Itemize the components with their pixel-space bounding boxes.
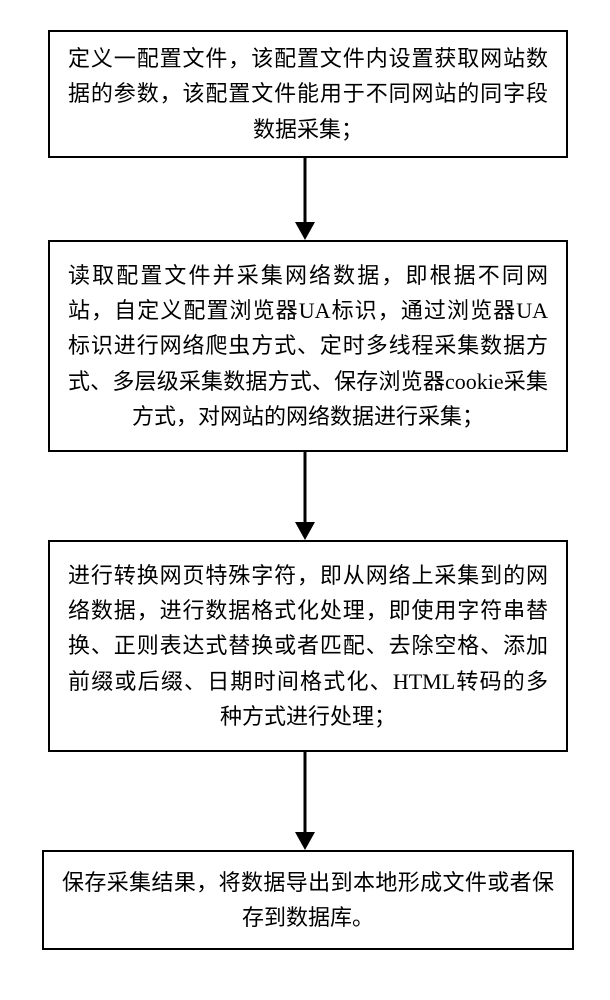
flowchart-arrow-3 [295,752,315,850]
flowchart-node-2: 读取配置文件并采集网络数据，即根据不同网站，自定义配置浏览器UA标识，通过浏览器… [48,240,568,452]
arrow-line-icon [304,158,307,222]
flowchart-node-1: 定义一配置文件，该配置文件内设置获取网站数据的参数，该配置文件能用于不同网站的同… [48,30,568,158]
flowchart-node-text-3: 进行转换网页特殊字符，即从网络上采集到的网络数据，进行数据格式化处理，即使用字符… [68,558,548,734]
arrow-head-icon [295,222,315,240]
arrow-line-icon [304,452,307,522]
arrow-line-icon [304,752,307,832]
arrow-head-icon [295,832,315,850]
flowchart-arrow-1 [295,158,315,240]
flowchart-canvas: 定义一配置文件，该配置文件内设置获取网站数据的参数，该配置文件能用于不同网站的同… [0,0,610,1000]
flowchart-node-4: 保存采集结果，将数据导出到本地形成文件或者保存到数据库。 [42,850,574,950]
flowchart-node-text-4: 保存采集结果，将数据导出到本地形成文件或者保存到数据库。 [62,865,554,935]
flowchart-node-text-1: 定义一配置文件，该配置文件内设置获取网站数据的参数，该配置文件能用于不同网站的同… [68,41,548,147]
arrow-head-icon [295,522,315,540]
flowchart-node-text-2: 读取配置文件并采集网络数据，即根据不同网站，自定义配置浏览器UA标识，通过浏览器… [68,258,548,434]
flowchart-arrow-2 [295,452,315,540]
flowchart-node-3: 进行转换网页特殊字符，即从网络上采集到的网络数据，进行数据格式化处理，即使用字符… [48,540,568,752]
